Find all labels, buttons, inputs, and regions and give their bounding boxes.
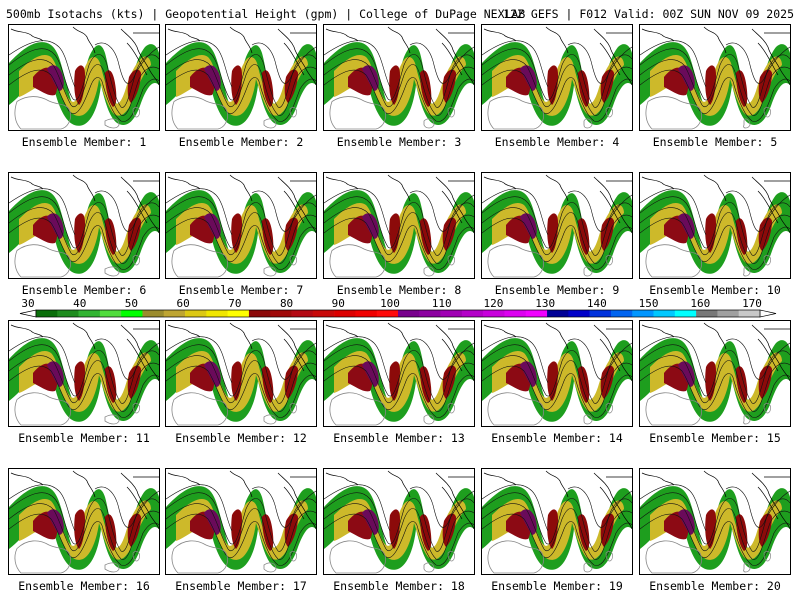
colorbar-tick-label: 70 (228, 297, 241, 310)
colorbar-segment (653, 310, 676, 317)
colorbar-tick-label: 90 (332, 297, 345, 310)
colorbar-segment (206, 310, 228, 317)
ensemble-map-panel (481, 468, 633, 575)
colorbar-segment (142, 310, 165, 317)
ensemble-map-panel (639, 24, 791, 131)
colorbar-tick-label: 160 (690, 297, 710, 310)
colorbar-segment (163, 310, 186, 317)
colorbar-segment (36, 310, 58, 317)
ensemble-member-label: Ensemble Member: 18 (333, 579, 465, 593)
ensemble-member-label: Ensemble Member: 2 (178, 135, 304, 149)
colorbar-tick-label: 100 (380, 297, 400, 310)
ensemble-map-panel (481, 172, 633, 279)
colorbar-tick-label: 110 (432, 297, 452, 310)
colorbar-segment (483, 310, 505, 317)
colorbar-tick-label: 40 (73, 297, 86, 310)
ensemble-member-label: Ensemble Member: 8 (336, 283, 462, 297)
ensemble-member-label: Ensemble Member: 16 (18, 579, 150, 593)
colorbar-segment (185, 310, 207, 317)
colorbar-outline (35, 309, 761, 318)
ensemble-member-label: Ensemble Member: 19 (491, 579, 623, 593)
colorbar-left-arrow (19, 309, 37, 318)
colorbar-segment (525, 310, 548, 317)
isotach-colorbar: 30 40 50 60 70 80 90 100 110 120 130 140 150 160 170 (8, 297, 792, 321)
ensemble-map-panel (323, 24, 475, 131)
map-header: 500mb Isotachs (kts) | Geopotential Heig… (6, 6, 794, 22)
colorbar-segment (78, 310, 101, 317)
map-title: 500mb Isotachs (kts) | Geopotential Heig… (6, 7, 526, 21)
ensemble-map-panel (323, 320, 475, 427)
colorbar-tick-label: 60 (177, 297, 190, 310)
colorbar-segment (376, 310, 399, 317)
ensemble-map-panel (481, 320, 633, 427)
ensemble-member-label: Ensemble Member: 11 (18, 431, 150, 445)
ensemble-map-panel (165, 320, 317, 427)
ensemble-member-label: Ensemble Member: 3 (336, 135, 462, 149)
colorbar-segment (461, 310, 484, 317)
valid-time: 12Z GEFS | F012 Valid: 00Z SUN NOV 09 20… (503, 7, 794, 21)
colorbar-segment (248, 310, 271, 317)
colorbar-segment (610, 310, 633, 317)
colorbar-segment (419, 310, 441, 317)
ensemble-map-panel (639, 320, 791, 427)
colorbar-segment (398, 310, 420, 317)
ensemble-member-label: Ensemble Member: 7 (178, 283, 304, 297)
ensemble-map-panel (8, 468, 160, 575)
ensemble-map-panel (481, 24, 633, 131)
ensemble-member-label: Ensemble Member: 14 (491, 431, 623, 445)
colorbar-segment (270, 310, 292, 317)
ensemble-map-panel (639, 468, 791, 575)
ensemble-member-label: Ensemble Member: 10 (649, 283, 781, 297)
ensemble-member-label: Ensemble Member: 13 (333, 431, 465, 445)
colorbar-tick-label: 30 (21, 297, 34, 310)
colorbar-segment (717, 310, 740, 317)
colorbar-segment (696, 310, 718, 317)
colorbar-segment (291, 310, 314, 317)
colorbar-segment (227, 310, 250, 317)
colorbar-segment (632, 310, 654, 317)
ensemble-map-panel (165, 172, 317, 279)
ensemble-member-label: Ensemble Member: 15 (649, 431, 781, 445)
ensemble-member-label: Ensemble Member: 9 (494, 283, 620, 297)
ensemble-map-panel (165, 468, 317, 575)
ensemble-map-panel (8, 172, 160, 279)
colorbar-segment (57, 310, 79, 317)
colorbar-segment (99, 310, 122, 317)
colorbar-segment (568, 310, 590, 317)
colorbar-tick-label: 130 (535, 297, 555, 310)
colorbar-segment (355, 310, 378, 317)
colorbar-tick-label: 150 (639, 297, 659, 310)
ensemble-map-panel (8, 24, 160, 131)
ensemble-map-panel (8, 320, 160, 427)
colorbar-right-arrow (759, 309, 777, 318)
colorbar-segment (504, 310, 527, 317)
ensemble-map-panel (323, 172, 475, 279)
ensemble-map-panel (165, 24, 317, 131)
colorbar-segment (738, 310, 761, 317)
ensemble-map-panel (323, 468, 475, 575)
ensemble-member-label: Ensemble Member: 5 (652, 135, 778, 149)
colorbar-segment (440, 310, 463, 317)
colorbar-segment (589, 310, 612, 317)
colorbar-segment (674, 310, 697, 317)
ensemble-member-label: Ensemble Member: 12 (175, 431, 307, 445)
colorbar-tick-label: 80 (280, 297, 293, 310)
ensemble-member-label: Ensemble Member: 20 (649, 579, 781, 593)
colorbar-tick-label: 170 (742, 297, 762, 310)
colorbar-segment (312, 310, 335, 317)
colorbar-graphic: 30 40 50 60 70 80 90 100 110 120 130 140 150 160 170 (19, 297, 777, 318)
ensemble-member-label: Ensemble Member: 4 (494, 135, 620, 149)
colorbar-tick-label: 120 (483, 297, 503, 310)
colorbar-tick-label: 50 (125, 297, 138, 310)
ensemble-member-label: Ensemble Member: 1 (21, 135, 147, 149)
colorbar-tick-label: 140 (587, 297, 607, 310)
ensemble-map-panel (639, 172, 791, 279)
ensemble-member-label: Ensemble Member: 17 (175, 579, 307, 593)
colorbar-segment (121, 310, 143, 317)
ensemble-member-label: Ensemble Member: 6 (21, 283, 147, 297)
colorbar-segment (334, 310, 356, 317)
colorbar-segment (547, 310, 569, 317)
